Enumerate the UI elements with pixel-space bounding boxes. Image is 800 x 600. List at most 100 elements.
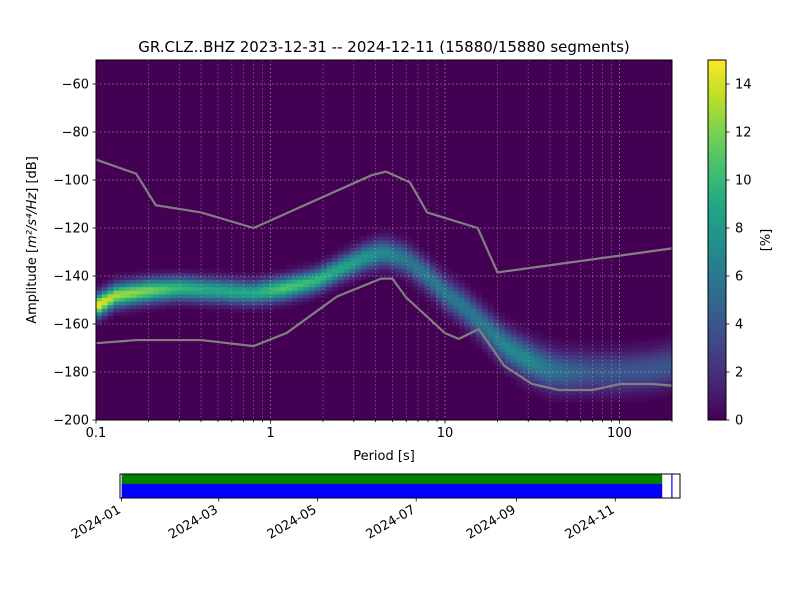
heatmap-cell [372, 272, 379, 277]
heatmap-cell [389, 261, 396, 266]
heatmap-cell [648, 358, 656, 363]
heatmap-cell [441, 297, 448, 302]
heatmap-cell [568, 344, 575, 349]
heatmap-cell [574, 391, 581, 396]
heatmap-cell [332, 265, 339, 270]
heatmap-cell [441, 272, 448, 277]
heatmap-cell [510, 358, 517, 363]
heatmap-cell [660, 387, 667, 392]
heatmap-cell [487, 330, 494, 334]
heatmap-cell [291, 286, 298, 291]
heatmap-cell [464, 312, 471, 316]
heatmap-cell [539, 337, 546, 342]
heatmap-cell [280, 272, 287, 277]
heatmap-cell [280, 301, 287, 306]
heatmap-cell [481, 308, 489, 313]
heatmap-cell [493, 362, 500, 367]
heatmap-cell [401, 240, 408, 244]
heatmap-cell [620, 373, 627, 378]
heatmap-cell [96, 290, 103, 295]
heatmap-cell [199, 290, 206, 295]
heatmap-cell [119, 312, 126, 316]
heatmap-cell [660, 340, 667, 345]
heatmap-cell [556, 344, 563, 349]
heatmap-cell [136, 279, 143, 284]
heatmap-cell [153, 286, 160, 291]
heatmap-cell [597, 384, 604, 388]
heatmap-cell [666, 340, 672, 345]
heatmap-cell [96, 286, 103, 291]
heatmap-cell [464, 308, 471, 313]
heatmap-cell [574, 340, 581, 345]
heatmap-cell [614, 398, 621, 403]
heatmap-cell [608, 348, 615, 352]
heatmap-cell [303, 261, 310, 266]
heatmap-cell [620, 376, 627, 381]
heatmap-cell [326, 258, 333, 262]
heatmap-cell [470, 294, 477, 298]
heatmap-cell [401, 279, 408, 284]
heatmap-cell [314, 297, 322, 302]
heatmap-cell [458, 315, 466, 320]
heatmap-cell [291, 304, 298, 309]
heatmap-cell [222, 276, 229, 280]
heatmap-cell [384, 258, 391, 262]
heatmap-cell [113, 312, 120, 316]
heatmap-cell [533, 337, 540, 342]
heatmap-cell [119, 272, 126, 277]
heatmap-cell [574, 362, 581, 367]
heatmap-cell [447, 268, 454, 273]
heatmap-cell [666, 333, 672, 338]
heatmap-cell [522, 337, 529, 342]
timeline-bar [121, 484, 663, 498]
heatmap-cell [579, 362, 586, 367]
heatmap-cell [481, 348, 489, 352]
heatmap-cell [528, 362, 535, 367]
heatmap-cell [631, 394, 638, 399]
heatmap-cell [280, 268, 287, 273]
heatmap-cell [188, 279, 195, 284]
heatmap-cell [424, 250, 431, 255]
heatmap-cell [487, 358, 494, 363]
heatmap-cell [614, 351, 621, 356]
heatmap-cell [286, 272, 293, 277]
heatmap-cell [516, 369, 523, 374]
heatmap-cell [412, 258, 419, 262]
heatmap-cell [309, 294, 316, 298]
heatmap-cell [510, 366, 517, 370]
heatmap-cell [597, 398, 604, 403]
heatmap-cell [476, 308, 483, 313]
heatmap-cell [407, 261, 414, 266]
heatmap-cell [458, 308, 466, 313]
heatmap-cell [660, 380, 667, 385]
y-axis: −200 −180 −160 −140 −120 −100 −80 −60 [53, 78, 96, 429]
timeline-bars [121, 474, 673, 498]
heatmap-cell [487, 319, 494, 324]
heatmap-cell [637, 380, 644, 385]
heatmap-cell [430, 286, 437, 291]
heatmap-cell [533, 376, 540, 381]
heatmap-cell [263, 290, 270, 295]
heatmap-cell [205, 279, 212, 284]
heatmap-cell [268, 308, 275, 313]
heatmap-cell [597, 380, 604, 385]
heatmap-cell [487, 340, 494, 345]
heatmap-cell [648, 391, 656, 396]
heatmap-cell [481, 319, 489, 324]
heatmap-cell [481, 301, 489, 306]
heatmap-cell [654, 380, 661, 385]
heatmap-cell [291, 272, 298, 277]
heatmap-cell [366, 261, 373, 266]
heatmap-cell [407, 247, 414, 252]
heatmap-cell [481, 304, 489, 309]
heatmap-cell [222, 290, 229, 295]
heatmap-cell [337, 250, 345, 255]
heatmap-cell [648, 348, 656, 352]
heatmap-cell [654, 337, 661, 342]
x-axis-label: Period [s] [353, 449, 415, 464]
heatmap-cell [579, 369, 586, 374]
heatmap-cell [528, 358, 535, 363]
heatmap-cell [326, 268, 333, 273]
plot-frame [95, 59, 673, 421]
heatmap-cell [516, 380, 523, 385]
